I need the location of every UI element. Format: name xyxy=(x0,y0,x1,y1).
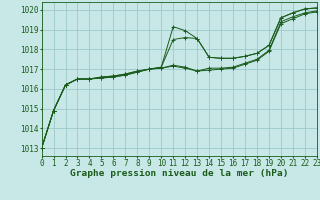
X-axis label: Graphe pression niveau de la mer (hPa): Graphe pression niveau de la mer (hPa) xyxy=(70,169,288,178)
